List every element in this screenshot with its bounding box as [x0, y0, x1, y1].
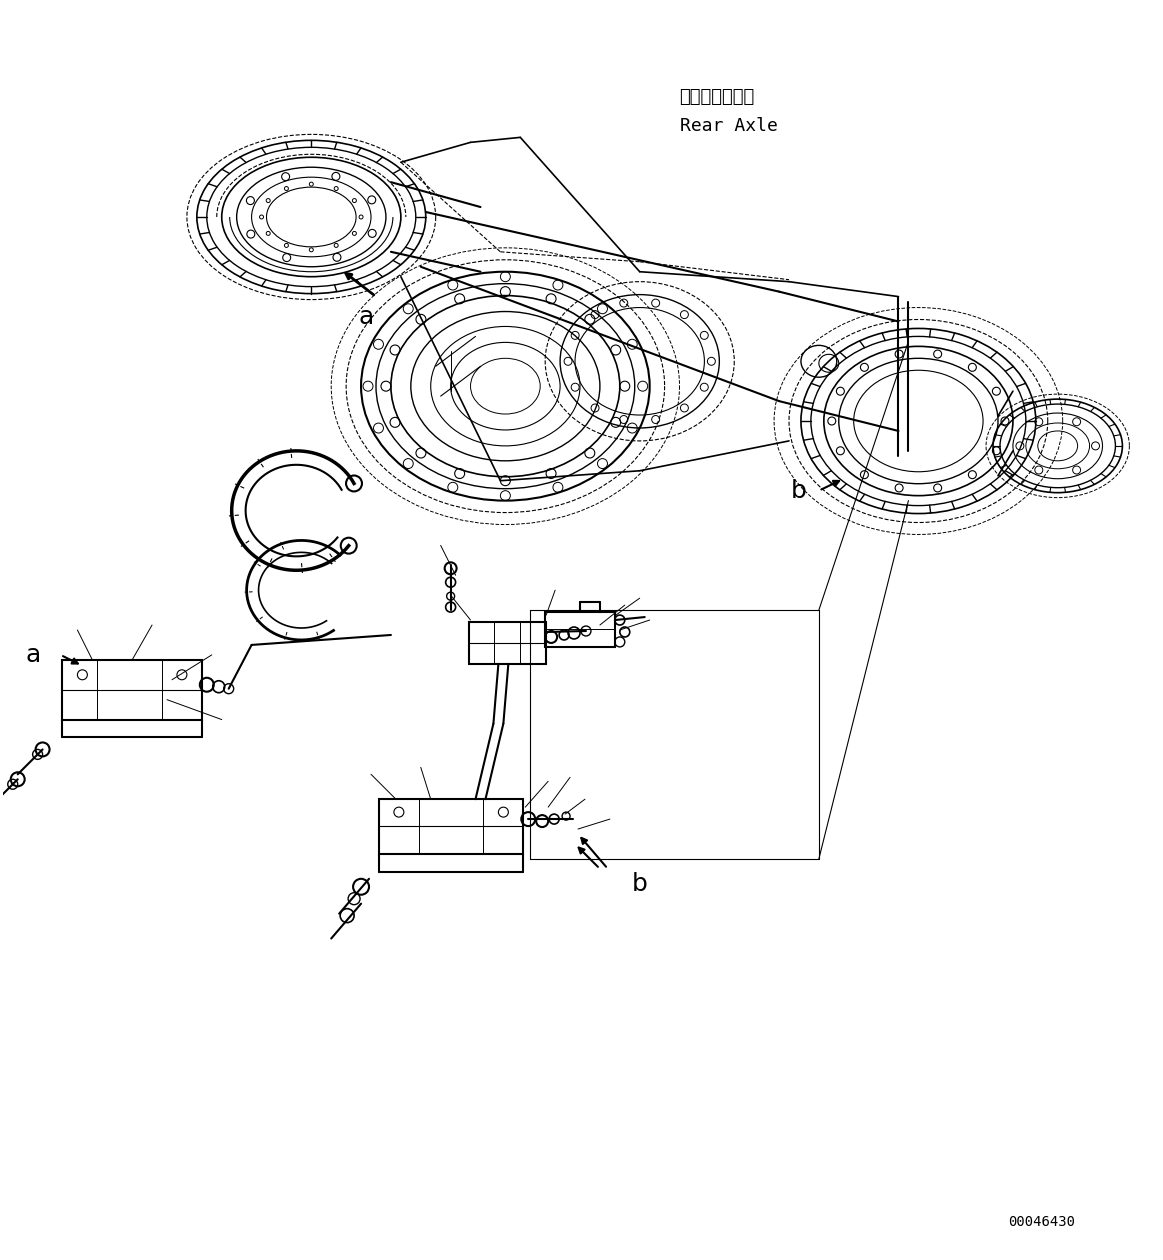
Text: b: b [791, 479, 807, 503]
Text: リヤーアクスル: リヤーアクスル [679, 88, 755, 106]
Text: b: b [632, 872, 648, 896]
Bar [469, 622, 547, 664]
Bar [379, 799, 523, 854]
Bar [545, 612, 615, 646]
Text: 00046430: 00046430 [1008, 1215, 1075, 1230]
Text: a: a [26, 643, 41, 667]
Bar [63, 660, 202, 719]
Text: Rear Axle: Rear Axle [679, 117, 777, 136]
Text: a: a [358, 305, 373, 329]
